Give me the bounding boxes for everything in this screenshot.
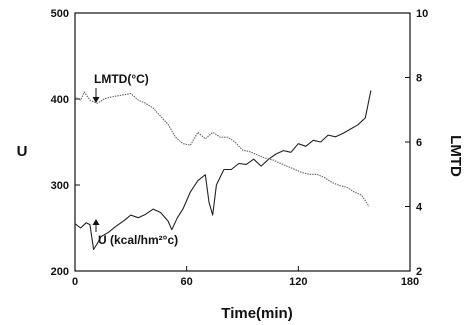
y2-tick-label: 8 [416, 73, 422, 85]
x-axis-title: Time(min) [221, 305, 292, 322]
lmtd-series-line [74, 91, 370, 207]
u-annotation-label: U (kcal/hm²°c) [98, 233, 178, 247]
u-series-line [74, 90, 372, 251]
y2-tick-label: 4 [416, 202, 423, 214]
u-annotation-arrow [92, 219, 100, 232]
lmtd-annotation-arrow [92, 88, 100, 103]
y-tick-label: 200 [51, 266, 69, 278]
y2-tick-label: 10 [416, 8, 428, 20]
y-tick-label: 500 [51, 8, 69, 20]
x-tick-label: 0 [72, 276, 78, 288]
x-tick-label: 180 [401, 276, 419, 288]
lmtd-annotation-label: LMTD(°C) [94, 72, 149, 86]
y2-tick-label: 6 [416, 137, 422, 149]
y2-axis-title: LMTD [447, 135, 464, 177]
x-tick-label: 60 [181, 276, 193, 288]
y-tick-label: 300 [51, 180, 69, 192]
y2-tick-label: 2 [416, 266, 422, 278]
y-axis-title: U [17, 143, 28, 160]
y-tick-label: 400 [51, 94, 69, 106]
x-tick-label: 120 [289, 276, 307, 288]
